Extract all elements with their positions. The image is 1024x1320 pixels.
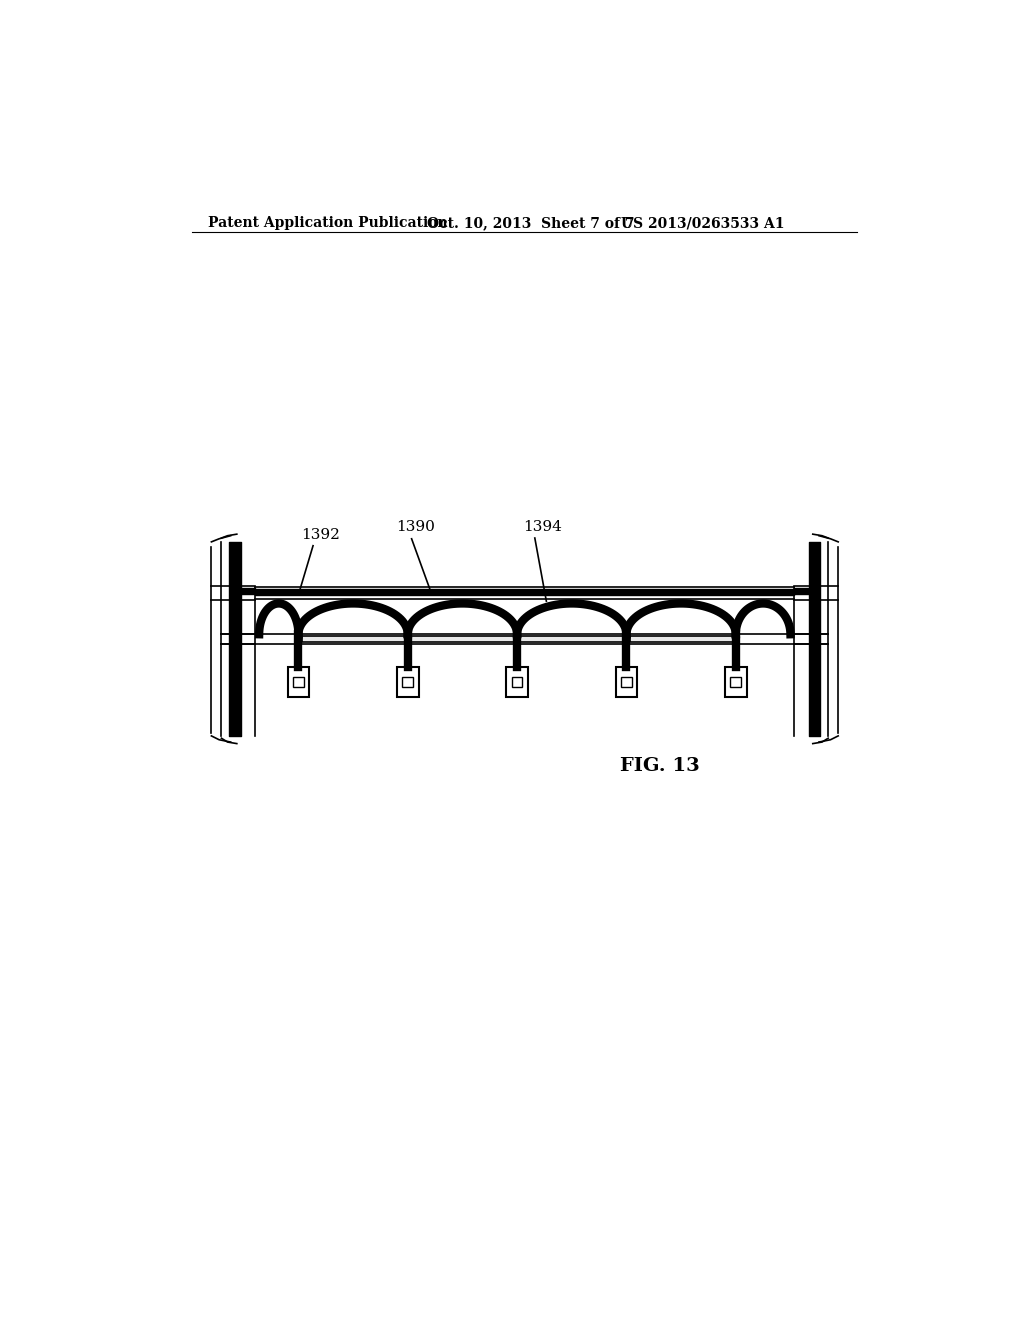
Bar: [397, 667, 419, 697]
Text: 1392: 1392: [301, 528, 340, 543]
Bar: [621, 677, 632, 686]
Bar: [411, 636, 514, 642]
Text: US 2013/0263533 A1: US 2013/0263533 A1: [621, 216, 784, 230]
Bar: [293, 677, 304, 686]
Bar: [630, 636, 733, 642]
Bar: [512, 677, 522, 686]
Bar: [506, 667, 528, 697]
Bar: [615, 667, 637, 697]
Bar: [725, 667, 746, 697]
Text: 1394: 1394: [523, 520, 562, 535]
Bar: [730, 677, 741, 686]
Text: FIG. 13: FIG. 13: [620, 758, 699, 775]
Text: Oct. 10, 2013  Sheet 7 of 7: Oct. 10, 2013 Sheet 7 of 7: [427, 216, 635, 230]
Text: 1390: 1390: [396, 520, 435, 535]
Bar: [520, 636, 624, 642]
Bar: [402, 677, 413, 686]
Text: Patent Application Publication: Patent Application Publication: [208, 216, 447, 230]
Bar: [301, 636, 404, 642]
Bar: [288, 667, 309, 697]
